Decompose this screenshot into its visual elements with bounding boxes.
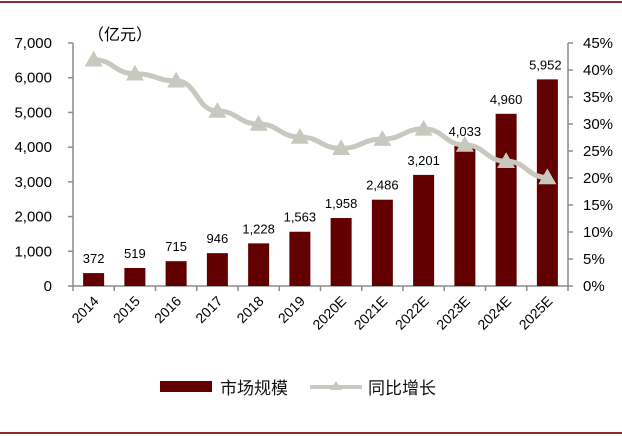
right-axis-tick-label: 0% xyxy=(583,278,605,295)
legend-item-yoy-growth: 同比增长 xyxy=(310,374,436,399)
bar-value-label: 946 xyxy=(207,231,229,246)
bar-value-label: 715 xyxy=(165,239,187,254)
left-axis-tick-label: 4,000 xyxy=(14,139,52,156)
category-label: 2017 xyxy=(192,293,225,326)
bar xyxy=(165,261,187,286)
bar-value-label: 4,960 xyxy=(490,92,523,107)
category-label: 2019 xyxy=(275,293,308,326)
left-axis-tick-label: 6,000 xyxy=(14,70,52,87)
right-axis-tick-label: 40% xyxy=(583,62,613,79)
bar-value-label: 1,228 xyxy=(242,221,275,236)
bar-swatch-icon xyxy=(160,381,212,392)
right-axis-tick-label: 5% xyxy=(583,251,605,268)
left-axis-tick-label: 5,000 xyxy=(14,104,52,121)
category-label: 2020E xyxy=(309,293,349,333)
bottom-border xyxy=(0,432,622,434)
triangle-marker-icon xyxy=(538,168,557,185)
triangle-marker-icon xyxy=(497,152,516,169)
right-axis-tick-label: 30% xyxy=(583,116,613,133)
category-label: 2016 xyxy=(151,293,184,326)
bar xyxy=(495,113,517,287)
triangle-marker-icon xyxy=(125,64,144,81)
right-axis-tick-label: 15% xyxy=(583,197,613,214)
left-axis-tick-label: 2,000 xyxy=(14,209,52,226)
bar-value-label: 372 xyxy=(83,251,105,266)
bar xyxy=(371,199,393,286)
bar-value-label: 5,952 xyxy=(529,57,562,72)
right-axis-tick-label: 25% xyxy=(583,143,613,160)
right-axis-tick-label: 20% xyxy=(583,170,613,187)
triangle-marker-icon xyxy=(455,136,474,152)
category-label: 2023E xyxy=(433,293,473,333)
unit-label: （亿元） xyxy=(88,25,152,44)
category-label: 2025E xyxy=(516,293,556,333)
triangle-marker-icon xyxy=(414,119,433,136)
top-border xyxy=(0,1,622,3)
category-label: 2014 xyxy=(68,293,101,326)
legend: 市场规模 同比增长 xyxy=(160,374,458,399)
bar xyxy=(330,218,352,286)
bar xyxy=(206,253,228,286)
category-label: 2018 xyxy=(233,293,266,326)
legend-item-market-size: 市场规模 xyxy=(160,374,288,399)
category-label: 2024E xyxy=(474,293,514,333)
bar xyxy=(454,145,476,286)
legend-label-yoy-growth: 同比增长 xyxy=(368,379,436,399)
bar-value-label: 519 xyxy=(124,246,146,261)
bar xyxy=(413,174,435,286)
triangle-marker-icon xyxy=(290,127,309,144)
bar xyxy=(124,267,146,286)
left-axis-tick-label: 1,000 xyxy=(14,243,52,260)
bar-value-label: 3,201 xyxy=(407,153,440,168)
category-label: 2015 xyxy=(110,293,143,326)
line-triangle-swatch-icon xyxy=(310,380,362,393)
triangle-marker-icon xyxy=(249,115,268,131)
bar-value-label: 2,486 xyxy=(366,178,399,193)
triangle-marker-icon xyxy=(332,139,351,156)
left-axis-tick-label: 7,000 xyxy=(14,35,52,52)
bar-value-label: 1,563 xyxy=(284,210,317,225)
category-label: 2022E xyxy=(392,293,432,333)
category-label: 2021E xyxy=(351,293,391,333)
triangle-marker-icon xyxy=(167,71,186,88)
growth-line xyxy=(93,57,548,180)
bar xyxy=(248,243,270,286)
right-axis-tick-label: 45% xyxy=(583,35,613,52)
bar-value-label: 1,958 xyxy=(325,196,358,211)
triangle-marker-icon xyxy=(208,102,227,118)
legend-label-market-size: 市场规模 xyxy=(220,379,288,399)
right-axis-tick-label: 10% xyxy=(583,224,613,241)
left-axis-tick-label: 3,000 xyxy=(14,174,52,191)
right-axis-tick-label: 35% xyxy=(583,89,613,106)
bar-value-label: 4,033 xyxy=(449,124,482,139)
left-axis-tick-label: 0 xyxy=(44,278,52,295)
bar xyxy=(83,273,105,286)
triangle-marker-icon xyxy=(373,130,392,146)
triangle-marker-icon xyxy=(84,50,103,67)
bar xyxy=(289,231,311,286)
